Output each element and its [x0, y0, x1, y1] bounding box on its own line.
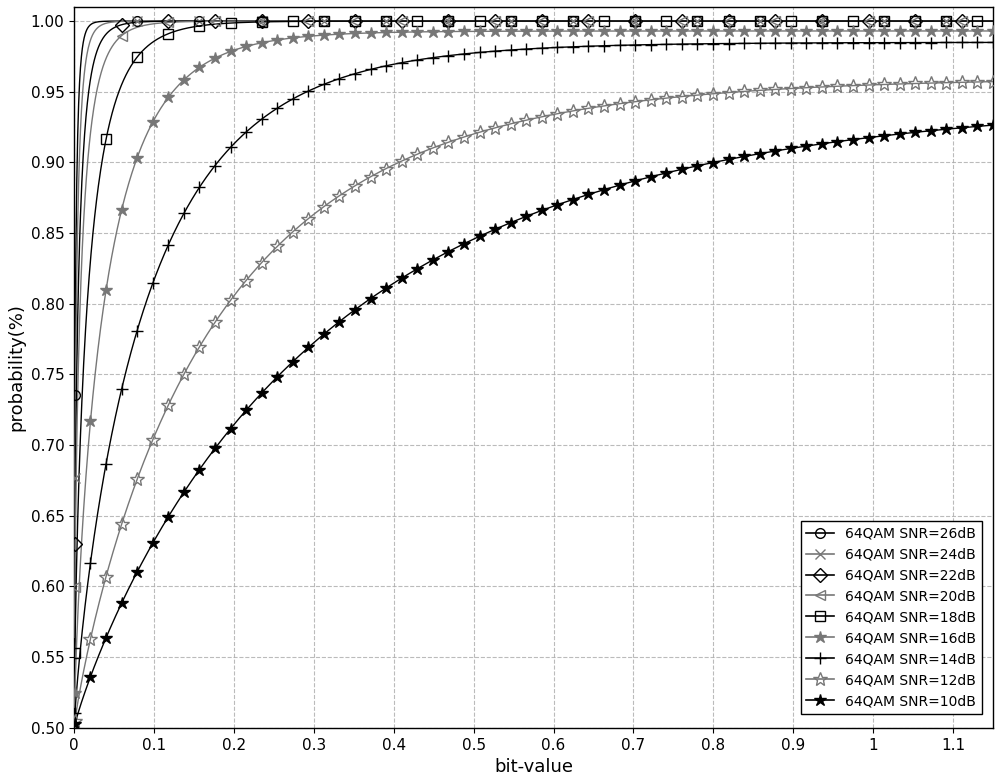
Y-axis label: probability(%): probability(%) — [7, 304, 25, 431]
Legend: 64QAM SNR=26dB, 64QAM SNR=24dB, 64QAM SNR=22dB, 64QAM SNR=20dB, 64QAM SNR=18dB, : 64QAM SNR=26dB, 64QAM SNR=24dB, 64QAM SN… — [801, 521, 982, 713]
X-axis label: bit-value: bit-value — [494, 758, 573, 776]
